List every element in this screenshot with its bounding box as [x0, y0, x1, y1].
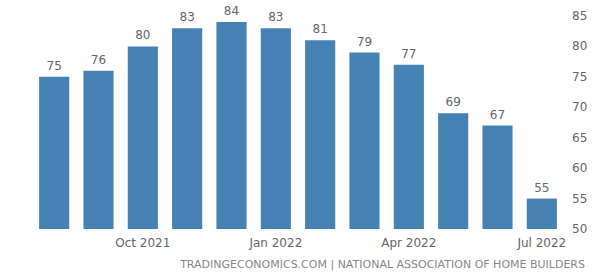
- svg-text:70: 70: [572, 100, 587, 114]
- svg-text:76: 76: [91, 53, 106, 67]
- svg-text:85: 85: [572, 9, 587, 23]
- svg-text:50: 50: [572, 222, 587, 236]
- svg-text:Jul 2022: Jul 2022: [516, 236, 566, 250]
- svg-text:55: 55: [572, 192, 587, 206]
- svg-text:81: 81: [313, 22, 328, 36]
- svg-text:77: 77: [401, 47, 416, 61]
- svg-text:60: 60: [572, 161, 587, 175]
- svg-text:83: 83: [268, 10, 283, 24]
- svg-text:67: 67: [490, 108, 505, 122]
- svg-text:79: 79: [357, 35, 372, 49]
- svg-text:Oct 2021: Oct 2021: [115, 236, 170, 250]
- svg-text:75: 75: [47, 59, 62, 73]
- svg-text:80: 80: [135, 28, 150, 42]
- svg-text:Apr 2022: Apr 2022: [381, 236, 436, 250]
- svg-text:Jan 2022: Jan 2022: [248, 236, 302, 250]
- svg-text:75: 75: [572, 70, 587, 84]
- svg-text:83: 83: [180, 10, 195, 24]
- svg-text:65: 65: [572, 131, 587, 145]
- svg-text:69: 69: [446, 95, 461, 109]
- svg-text:84: 84: [224, 4, 239, 18]
- svg-text:55: 55: [534, 181, 549, 195]
- svg-text:80: 80: [572, 39, 587, 53]
- svg-text:TRADINGECONOMICS.COM | NATIONA: TRADINGECONOMICS.COM | NATIONAL ASSOCIAT…: [179, 258, 585, 271]
